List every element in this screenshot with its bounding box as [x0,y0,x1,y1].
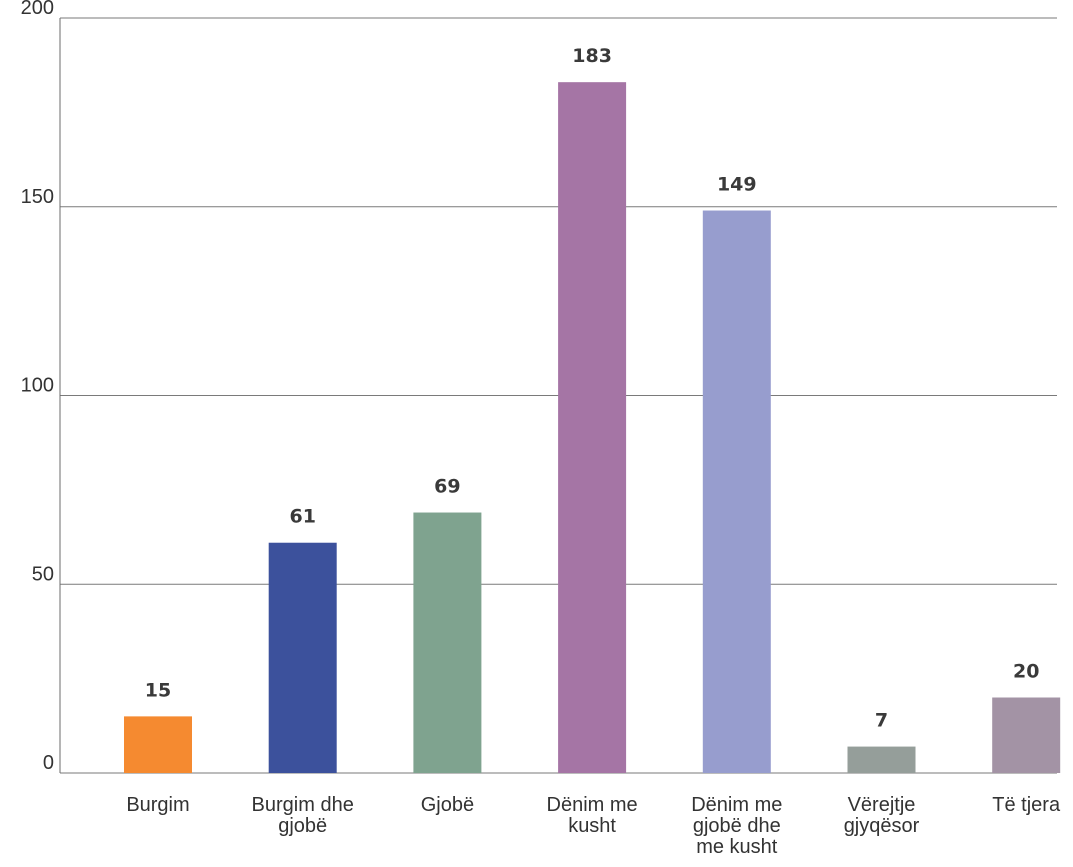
data-label: 15 [145,679,171,701]
bar [268,542,337,773]
category-label: Dënim me gjobë dhe me kusht [691,794,782,858]
bar [847,746,916,773]
category-label: Dënim me kusht [547,794,638,837]
data-label: 7 [875,710,888,732]
bar [413,512,482,773]
category-label: Vërejtje gjyqësor [844,794,920,837]
category-label: Të tjera [992,794,1061,816]
value-labels: 15 61 69 183 149 7 20 [145,45,1040,731]
y-tick-label: 150 [21,186,54,208]
data-label: 69 [434,476,460,498]
y-tick-label: 100 [21,375,54,397]
y-axis: 0 50 100 150 200 [21,0,61,774]
category-label: Burgim dhe gjobë [252,794,354,837]
bar [992,697,1061,773]
data-label: 183 [572,45,612,67]
data-label: 149 [717,174,757,196]
y-tick-label: 0 [43,752,54,774]
x-axis-labels: Burgim Burgim dhe gjobë Gjobë Dënim me kusht D… [126,794,1061,858]
bars [124,82,1061,774]
data-label: 20 [1013,661,1039,683]
bar [702,210,771,773]
bar [124,716,192,773]
y-tick-label: 200 [21,0,54,19]
bar [558,82,627,774]
data-label: 61 [289,506,315,528]
category-label: Burgim [126,794,189,816]
y-tick-label: 50 [32,563,54,585]
category-label: Gjobë [421,794,474,816]
